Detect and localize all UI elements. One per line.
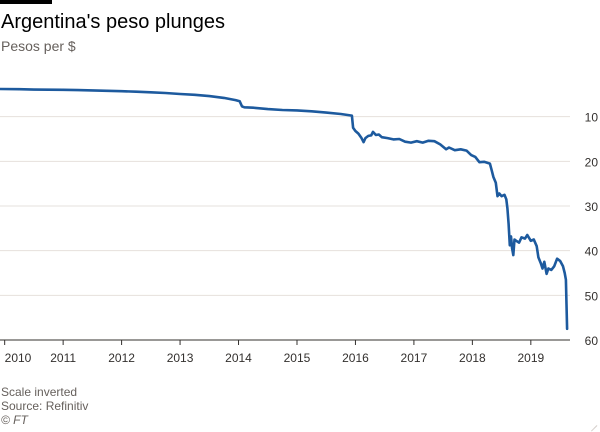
x-tick-label: 2015 — [284, 351, 311, 365]
y-tick-label: 10 — [585, 111, 599, 125]
x-tick-label: 2018 — [459, 351, 486, 365]
x-tick-label: 2013 — [167, 351, 194, 365]
y-tick-label: 60 — [585, 334, 599, 348]
peso-series-line — [0, 87, 569, 331]
chart-title: Argentina's peso plunges — [1, 11, 225, 33]
footnotes: Scale inverted Source: Refinitiv © FT — [1, 385, 88, 427]
y-tick-label: 50 — [585, 289, 599, 303]
x-tick-label: 2014 — [225, 351, 252, 365]
y-axis-labels: 10 20 30 40 50 60 — [585, 111, 599, 348]
x-tick-label: 2019 — [517, 351, 544, 365]
x-tick-label: 2011 — [50, 351, 76, 365]
x-axis-labels: 2010 2011 2012 2013 2014 2015 2016 2017 2018 2019 — [4, 340, 545, 365]
x-tick-label: 2012 — [108, 351, 135, 365]
gridlines — [0, 116, 570, 341]
series-layer — [0, 87, 569, 331]
x-tick-label: 2016 — [342, 351, 369, 365]
y-tick-label: 30 — [585, 200, 599, 214]
x-tick-label: 2017 — [401, 351, 428, 365]
x-tick-label: 2010 — [5, 351, 32, 365]
chart-subtitle: Pesos per $ — [1, 38, 76, 54]
source-note: Source: Refinitiv — [1, 399, 89, 413]
ft-top-bar — [0, 0, 52, 4]
scale-note: Scale inverted — [1, 385, 78, 399]
y-tick-label: 40 — [585, 245, 599, 259]
ft-credit: © FT — [1, 413, 28, 427]
y-tick-label: 20 — [585, 155, 599, 169]
resize-corner-icon — [591, 420, 597, 426]
